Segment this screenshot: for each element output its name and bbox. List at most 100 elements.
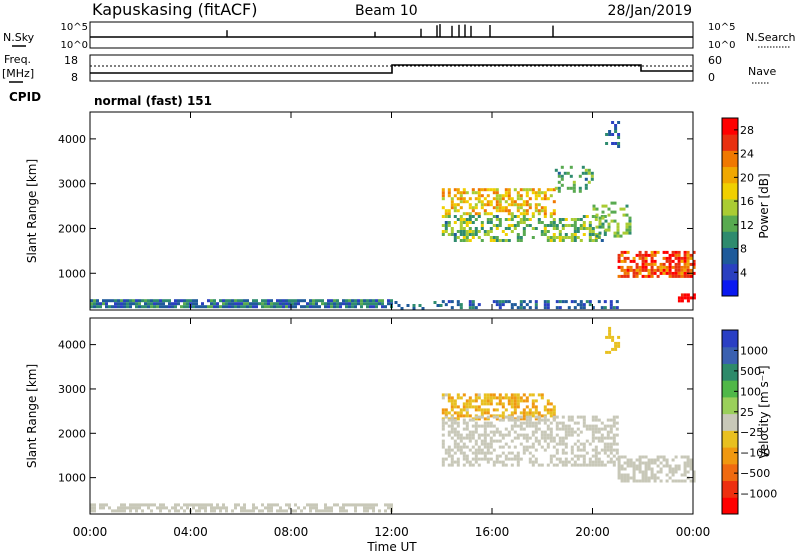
range-tick-label: 2000 [58, 222, 86, 235]
colorbar-frame [721, 329, 739, 515]
heatmap-cell [261, 509, 264, 513]
heatmap-cell [659, 455, 663, 459]
heatmap-cell [421, 307, 425, 310]
freq-right-tick-top: 60 [708, 54, 722, 67]
heatmap-cell [689, 458, 693, 462]
heatmap-cell [444, 415, 448, 419]
heatmap-cell [135, 302, 138, 306]
heatmap-cell [525, 436, 529, 440]
heatmap-cell [516, 203, 520, 207]
heatmap-cell [462, 233, 466, 236]
colorbar-tick-label: 500 [740, 365, 761, 378]
heatmap-cell [510, 215, 514, 218]
heatmap-cell [573, 442, 577, 446]
heatmap-cell [668, 470, 672, 474]
heatmap-cell [603, 427, 607, 431]
heatmap-cell [564, 433, 568, 437]
heatmap-cell [96, 299, 99, 303]
heatmap-cell [210, 503, 213, 507]
heatmap-cell [537, 188, 541, 192]
heatmap-cell [444, 227, 448, 230]
heatmap-cell [531, 215, 535, 218]
heatmap-cell [546, 411, 550, 415]
heatmap-cell [626, 271, 630, 275]
heatmap-cell [456, 445, 460, 449]
heatmap-cell [632, 467, 636, 471]
heatmap-cell [450, 230, 454, 233]
heatmap-cell [546, 433, 550, 437]
heatmap-cell [689, 253, 693, 257]
heatmap-cell [656, 274, 660, 278]
heatmap-cell [680, 296, 684, 300]
heatmap-cell [510, 303, 514, 307]
heatmap-cell [261, 299, 264, 303]
heatmap-cell [650, 268, 654, 272]
heatmap-cell [513, 402, 517, 406]
heatmap-cell [567, 306, 571, 310]
heatmap-cell [366, 305, 369, 309]
colorbar-tick-label: −1000 [740, 488, 777, 501]
heatmap-cell [537, 212, 541, 216]
heatmap-cell [671, 259, 675, 263]
heatmap-cell [510, 197, 514, 201]
heatmap-cell [351, 503, 354, 507]
heatmap-cell [644, 470, 648, 474]
heatmap-cell [342, 503, 345, 507]
heatmap-cell [522, 433, 526, 437]
heatmap-cell [540, 418, 544, 422]
heatmap-cell [615, 451, 619, 455]
heatmap-cell [516, 405, 520, 409]
heatmap-cell [480, 227, 484, 230]
heatmap-cell [231, 299, 234, 303]
heatmap-cell [668, 256, 672, 260]
heatmap-cell [641, 476, 645, 480]
heatmap-cell [456, 457, 460, 461]
heatmap-cell [519, 396, 523, 400]
heatmap-cell [522, 209, 526, 213]
heatmap-cell [665, 259, 669, 263]
heatmap-cell [552, 445, 556, 449]
heatmap-cell [546, 230, 550, 233]
heatmap-cell [671, 479, 675, 483]
heatmap-cell [543, 209, 547, 213]
heatmap-cell [525, 224, 529, 227]
heatmap-cell [620, 265, 624, 269]
heatmap-cell [450, 203, 454, 207]
heatmap-cell [339, 305, 342, 309]
heatmap-cell [243, 506, 246, 510]
heatmap-cell [480, 424, 484, 428]
heatmap-cell [456, 463, 460, 467]
heatmap-cell [450, 306, 454, 310]
heatmap-cell [522, 408, 526, 412]
heatmap-cell [519, 218, 523, 221]
heatmap-cell [543, 439, 547, 443]
heatmap-cell [534, 306, 538, 310]
heatmap-cell [441, 408, 445, 412]
heatmap-cell [96, 302, 99, 306]
nave-label: Nave [748, 65, 776, 78]
heatmap-cell [620, 455, 624, 459]
heatmap-cell [561, 236, 565, 239]
heatmap-cell [483, 230, 487, 233]
heatmap-cell [609, 418, 613, 422]
heatmap-cell [186, 302, 189, 306]
heatmap-cell [90, 299, 93, 303]
heatmap-cell [486, 442, 490, 446]
heatmap-cell [474, 393, 478, 397]
heatmap-cell [585, 215, 589, 218]
heatmap-cell [585, 300, 589, 304]
heatmap-cell [441, 197, 445, 201]
heatmap-cell [492, 463, 496, 467]
heatmap-cell [477, 197, 481, 201]
heatmap-cell [495, 206, 499, 210]
heatmap-cell [613, 231, 617, 235]
heatmap-cell [566, 186, 570, 190]
heatmap-cell [516, 233, 520, 236]
heatmap-cell [584, 183, 588, 187]
heatmap-cell [623, 467, 627, 471]
heatmap-cell [444, 224, 448, 227]
heatmap-cell [351, 302, 354, 306]
heatmap-cell [525, 303, 529, 307]
heatmap-cell [582, 215, 586, 218]
heatmap-cell [615, 427, 619, 431]
